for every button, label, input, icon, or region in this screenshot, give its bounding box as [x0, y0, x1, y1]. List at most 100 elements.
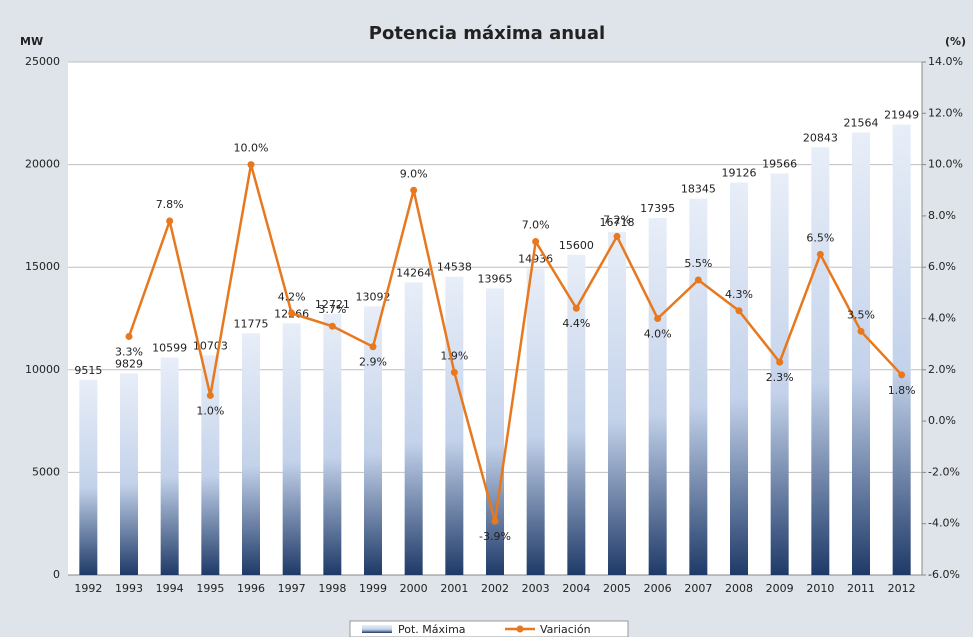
line-point — [166, 217, 174, 225]
line-point — [735, 307, 743, 315]
y2-tick-label: 10.0% — [928, 158, 963, 171]
line-label: 4.3% — [725, 288, 753, 301]
x-tick-label: 2004 — [562, 582, 590, 595]
line-label: 10.0% — [234, 142, 269, 155]
bar-label: 10599 — [152, 342, 187, 355]
x-tick-label: 1999 — [359, 582, 387, 595]
line-point — [613, 232, 621, 240]
line-label: 1.8% — [888, 384, 916, 397]
line-point — [776, 358, 784, 366]
bar-label: 21949 — [884, 109, 919, 122]
bar-label: 15600 — [559, 239, 594, 252]
y2-tick-label: -4.0% — [928, 517, 960, 530]
bar-label: 21564 — [844, 117, 879, 130]
x-tick-label: 2008 — [725, 582, 753, 595]
line-label: 7.0% — [522, 219, 550, 232]
bar-label: 14538 — [437, 261, 472, 274]
bar-label: 9829 — [115, 357, 143, 370]
bar — [526, 268, 545, 575]
line-label: 4.0% — [644, 328, 672, 341]
line-point — [450, 368, 458, 376]
bar-label: 13092 — [356, 290, 391, 303]
legend — [349, 620, 629, 637]
chart-title: Potencia máxima anual — [369, 23, 605, 44]
x-tick-label: 1993 — [115, 582, 143, 595]
y-tick-label: 20000 — [25, 158, 60, 171]
bar-label: 13965 — [478, 272, 513, 285]
y-tick-label: 15000 — [25, 260, 60, 273]
legend-label: Pot. Máxima — [398, 623, 466, 636]
bar-label: 20843 — [803, 131, 838, 144]
y2-tick-label: 4.0% — [928, 312, 956, 325]
bar-label: 17395 — [640, 202, 675, 215]
x-tick-label: 1996 — [237, 582, 265, 595]
line-point — [247, 161, 255, 169]
bar — [892, 124, 911, 576]
bar — [445, 276, 464, 575]
x-tick-label: 2006 — [644, 582, 672, 595]
bar-label: 14264 — [396, 266, 431, 279]
legend-label: Variación — [540, 623, 591, 636]
y-tick-label: 0 — [53, 568, 60, 581]
y2-tick-label: -6.0% — [928, 568, 960, 581]
line-label: 7.8% — [156, 198, 184, 211]
y2-tick-label: -2.0% — [928, 465, 960, 478]
line-point — [694, 276, 702, 284]
x-tick-label: 2003 — [522, 582, 550, 595]
bar-label: 19566 — [762, 158, 797, 171]
y2-tick-label: 12.0% — [928, 106, 963, 119]
line-point — [288, 309, 296, 317]
line-label: 3.7% — [318, 303, 346, 316]
line-point — [369, 343, 377, 351]
bar — [242, 333, 260, 575]
line-point — [816, 250, 824, 258]
y-tick-label: 10000 — [25, 363, 60, 376]
line-point — [532, 238, 540, 246]
bar — [689, 198, 708, 575]
bar — [79, 379, 98, 575]
y2-axis-label: (%) — [945, 35, 966, 48]
bar — [323, 313, 342, 575]
line-label: 1.0% — [196, 404, 224, 417]
line-label: 6.5% — [806, 231, 834, 244]
line-label: 3.5% — [847, 308, 875, 321]
bar-label: 19126 — [722, 167, 757, 180]
bar — [770, 173, 789, 575]
line — [127, 164, 903, 522]
x-tick-label: 1994 — [156, 582, 184, 595]
x-tick-label: 2011 — [847, 582, 875, 595]
line-point — [898, 371, 906, 379]
bar-label: 16718 — [600, 216, 635, 229]
x-tick-label: 2010 — [806, 582, 834, 595]
bar-label: 12721 — [315, 298, 350, 311]
x-tick-label: 2009 — [766, 582, 794, 595]
x-tick-label: 2012 — [888, 582, 916, 595]
bar — [364, 306, 382, 575]
y-tick-label: 25000 — [25, 55, 60, 68]
bar — [608, 231, 626, 575]
x-tick-label: 1995 — [196, 582, 224, 595]
y2-tick-label: 8.0% — [928, 209, 956, 222]
bar-label: 18345 — [681, 183, 716, 196]
bar — [404, 282, 423, 575]
y-tick-label: 5000 — [32, 465, 60, 478]
y2-tick-label: 14.0% — [928, 55, 963, 68]
line-label: 3.3% — [115, 345, 143, 358]
line-label: 9.0% — [400, 167, 428, 180]
y2-tick-label: 0.0% — [928, 414, 956, 427]
bar — [852, 132, 870, 575]
x-tick-label: 2007 — [684, 582, 712, 595]
bar — [648, 218, 667, 575]
legend-swatch — [516, 625, 524, 633]
bar — [282, 323, 301, 575]
line-label: 4.4% — [562, 317, 590, 330]
line-point — [491, 517, 499, 525]
line-point — [857, 327, 865, 335]
line-label: 4.2% — [278, 290, 306, 303]
bar — [160, 357, 179, 575]
line-label: 5.5% — [684, 257, 712, 270]
bar-label: 9515 — [74, 364, 102, 377]
line-label: 2.9% — [359, 356, 387, 369]
line-point — [206, 391, 214, 399]
